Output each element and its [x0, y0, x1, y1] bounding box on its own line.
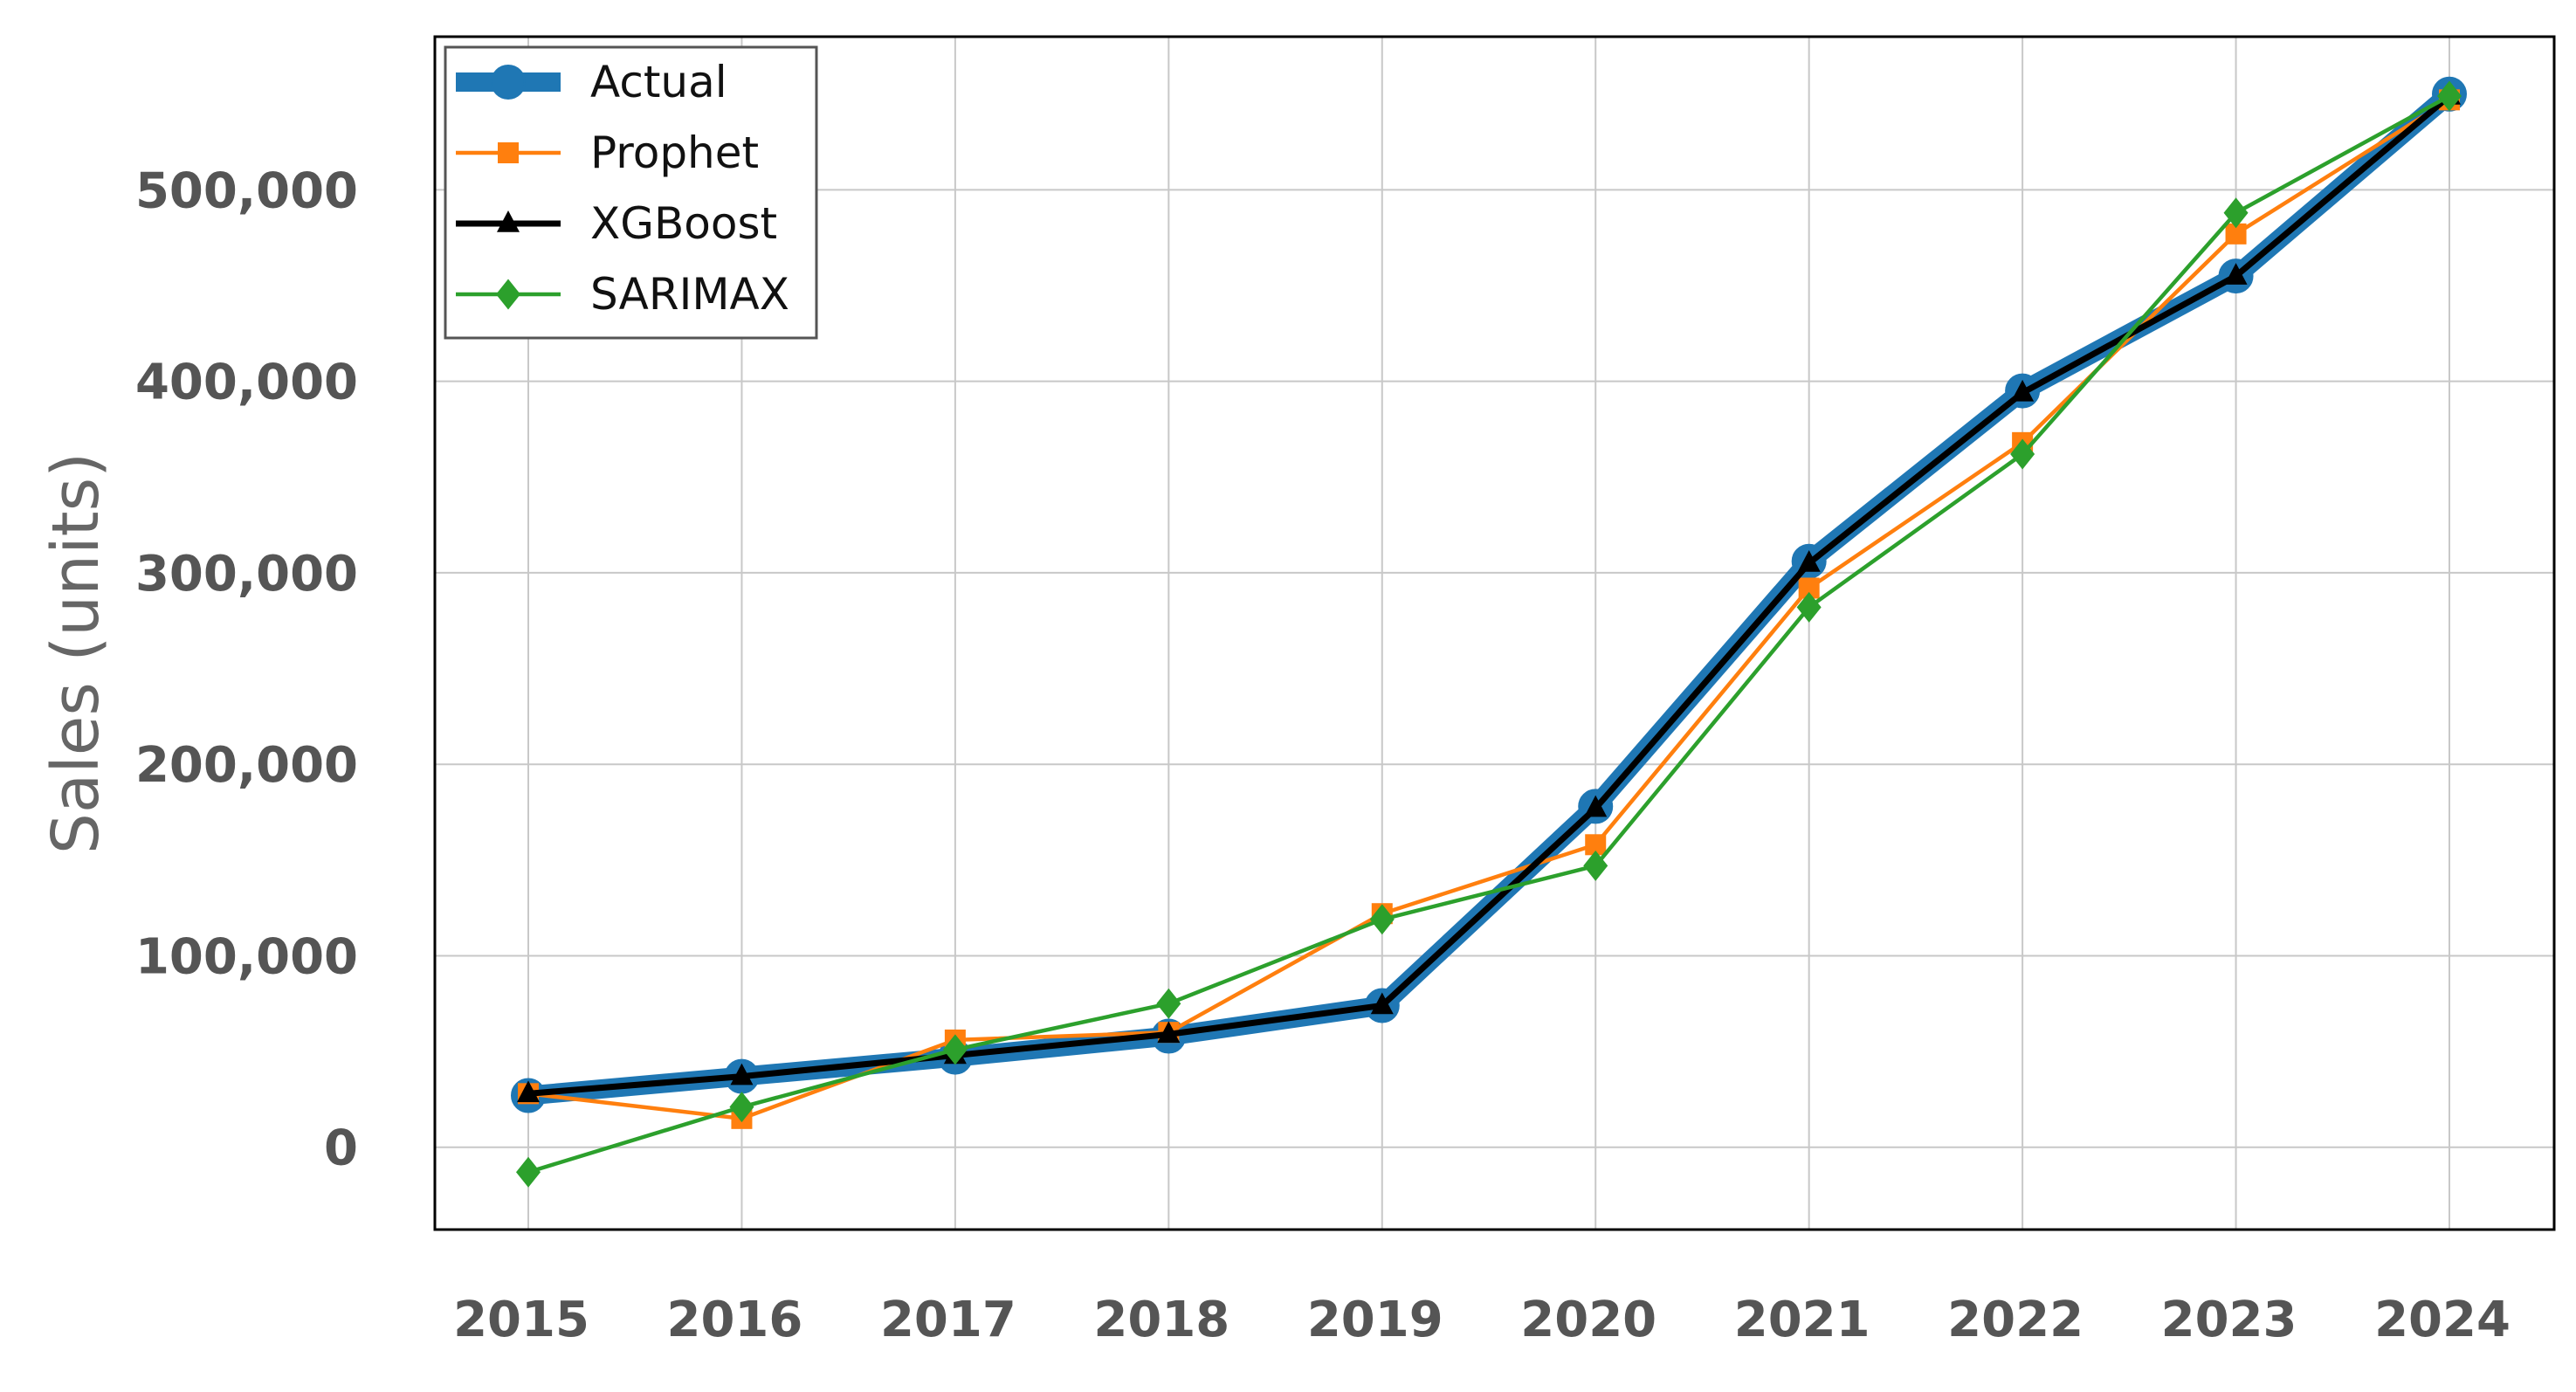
- data-point-xgboost: [2224, 263, 2248, 285]
- y-tick-label: 0: [324, 1120, 358, 1177]
- data-point-xgboost: [2011, 379, 2035, 402]
- legend: Actual Prophet XGBoost SARIMAX: [444, 45, 818, 340]
- y-tick-label: 100,000: [135, 928, 358, 985]
- legend-marker-prophet: [498, 142, 519, 163]
- legend-label-sarimax: SARIMAX: [590, 269, 789, 320]
- y-tick-label: 200,000: [135, 737, 358, 794]
- legend-label-actual: Actual: [590, 57, 727, 107]
- data-point-xgboost: [517, 1080, 540, 1103]
- x-tick-label: 2021: [1734, 1292, 1870, 1348]
- legend-item-sarimax: SARIMAX: [456, 269, 789, 320]
- data-point-xgboost: [1157, 1021, 1181, 1044]
- data-point-prophet: [2225, 223, 2247, 245]
- y-tick-label: 500,000: [135, 162, 358, 219]
- data-point-xgboost: [1370, 992, 1394, 1015]
- legend-item-prophet: Prophet: [456, 127, 759, 178]
- series-line-sarimax: [526, 93, 2452, 1175]
- legend-marker-xgboost: [497, 210, 520, 232]
- legend-marker-actual: [491, 65, 526, 100]
- x-tick-label: 2019: [1307, 1292, 1443, 1348]
- data-point-sarimax: [2010, 438, 2035, 470]
- y-axis-label: Sales (units): [38, 452, 114, 854]
- x-tick-label: 2015: [453, 1292, 589, 1348]
- data-point-sarimax: [2437, 80, 2462, 112]
- legend-item-xgboost: XGBoost: [456, 198, 777, 249]
- data-point-sarimax: [942, 1034, 968, 1065]
- data-point-sarimax: [1369, 904, 1395, 935]
- plot-frame: [433, 35, 2556, 1231]
- legend-marker-sarimax: [496, 279, 520, 310]
- axes: 0 100,000 200,000 300,000 400,000 500,000 2015…: [135, 35, 2556, 1348]
- x-tick-label: 2020: [1520, 1292, 1656, 1348]
- data-point-sarimax: [1583, 850, 1608, 881]
- y-tick-label: 400,000: [135, 355, 358, 411]
- x-tick-label: 2024: [2374, 1292, 2511, 1348]
- y-tick-label: 300,000: [135, 546, 358, 603]
- legend-label-xgboost: XGBoost: [590, 198, 777, 249]
- series: [511, 76, 2467, 1188]
- data-point-xgboost: [1797, 550, 1821, 572]
- series-sarimax: [516, 80, 2462, 1188]
- x-tick-label: 2016: [667, 1292, 803, 1348]
- x-tick-label: 2018: [1093, 1292, 1229, 1348]
- data-point-sarimax: [1156, 988, 1181, 1019]
- x-tick-label: 2023: [2161, 1292, 2297, 1348]
- legend-item-actual: Actual: [456, 57, 727, 107]
- x-tick-label: 2017: [880, 1292, 1016, 1348]
- data-point-xgboost: [1584, 795, 1608, 817]
- x-tick-label: 2022: [1947, 1292, 2084, 1348]
- data-point-sarimax: [2223, 197, 2249, 229]
- data-point-sarimax: [1796, 591, 1822, 623]
- data-point-xgboost: [730, 1063, 754, 1085]
- legend-label-prophet: Prophet: [590, 127, 759, 178]
- data-point-sarimax: [729, 1092, 754, 1123]
- data-point-sarimax: [516, 1156, 541, 1188]
